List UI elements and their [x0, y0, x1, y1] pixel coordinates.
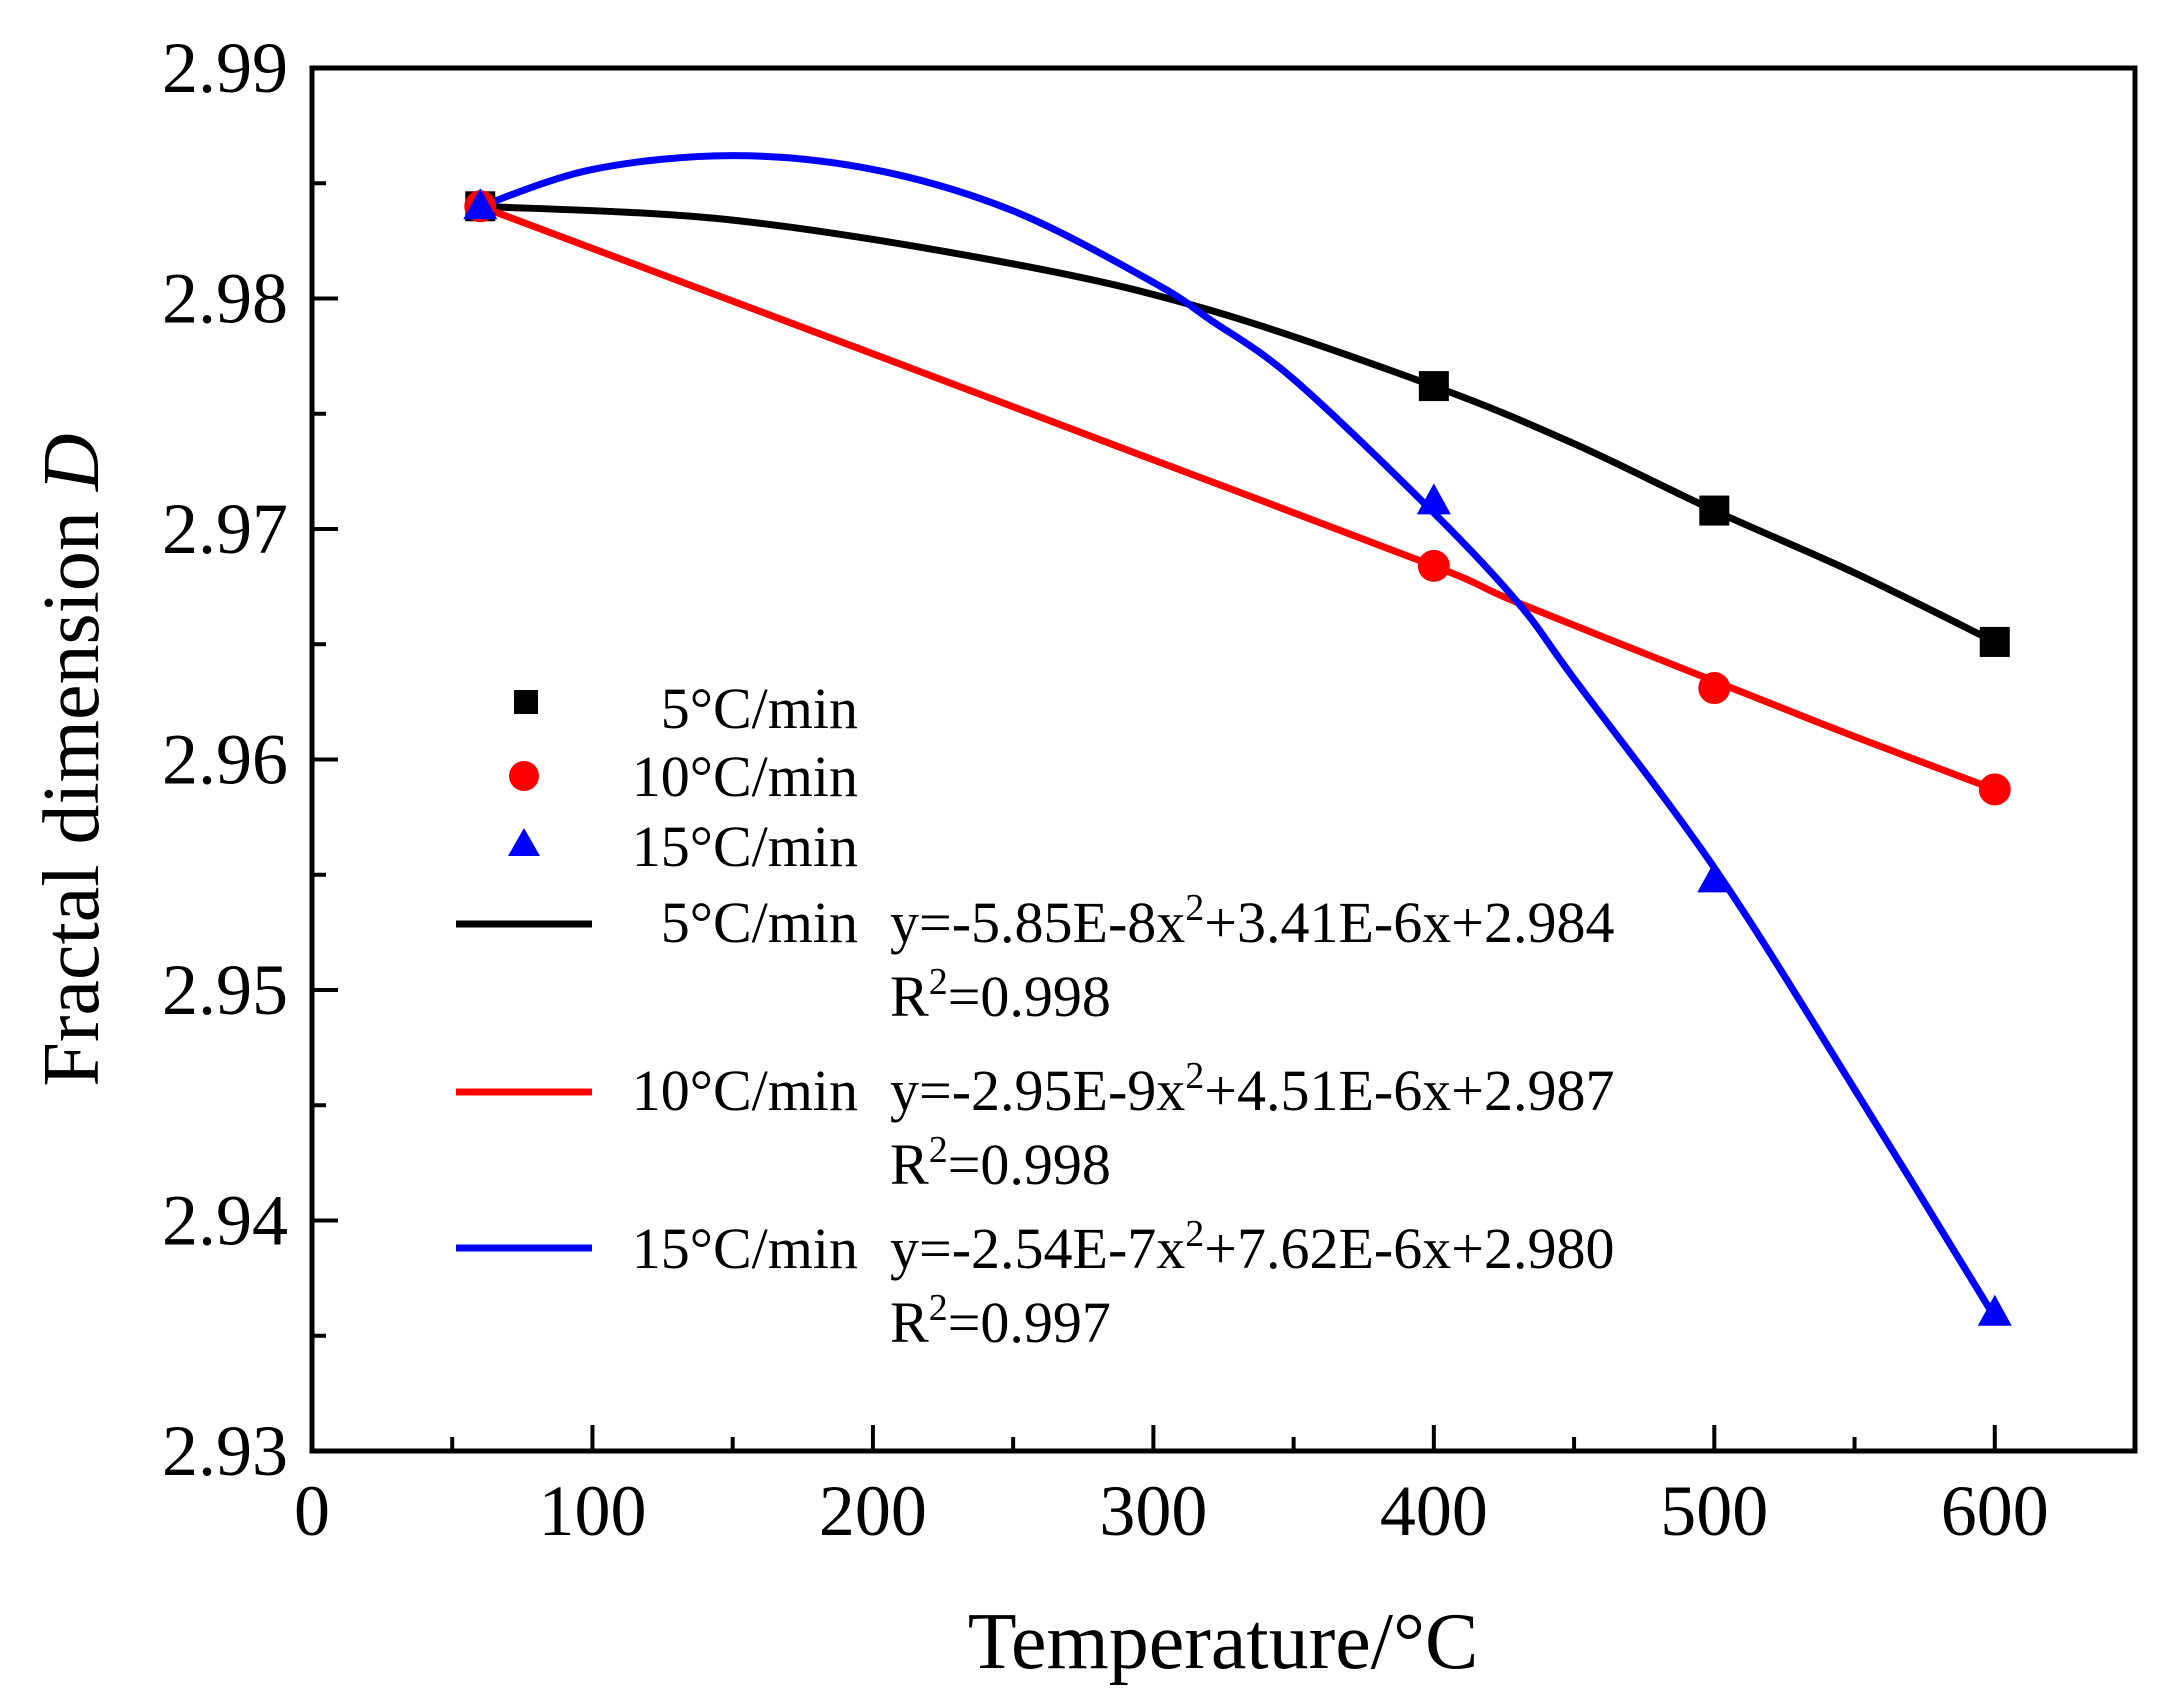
legend-fit-label-15: 15°C/min: [632, 1216, 858, 1281]
plot-frame: [309, 65, 2138, 1454]
data-point-series-2: [463, 188, 498, 220]
legend-label-5: 5°C/min: [661, 676, 858, 741]
y-axis-title: Fractal dimension D: [28, 433, 116, 1086]
legend-marker-15: [508, 828, 540, 856]
data-point-series-0: [1979, 626, 2010, 657]
x-axis-title: Temperature/°C: [968, 1598, 1479, 1686]
x-tick-label: 600: [1941, 1471, 2049, 1551]
data-point-series-0: [1418, 371, 1449, 402]
x-tick-label: 400: [1380, 1471, 1488, 1551]
data-point-series-2: [1697, 861, 1732, 893]
legend-fit-eq-15: y=-2.54E-7x2+7.62E-6x+2.980: [890, 1213, 1614, 1281]
legend-fit-r2-15: R2=0.997: [890, 1287, 1111, 1355]
legend-fit-label-5: 5°C/min: [661, 890, 858, 955]
legend-fit-eq-5: y=-5.85E-8x2+3.41E-6x+2.984: [890, 887, 1614, 955]
x-tick-label: 0: [294, 1471, 330, 1551]
data-point-series-1: [1417, 549, 1450, 582]
legend-marker-10: [509, 761, 539, 791]
x-tick-label: 100: [538, 1471, 646, 1551]
y-axis-title-main: Fractal dimension: [28, 491, 116, 1086]
x-tick-label: 200: [819, 1471, 927, 1551]
y-axis-title-var: D: [28, 433, 116, 492]
legend-fit-r2-5: R2=0.998: [890, 961, 1111, 1029]
data-point-series-2: [1416, 483, 1451, 515]
x-tick-label: 500: [1660, 1471, 1768, 1551]
y-tick-label: 2.98: [162, 259, 288, 339]
fit-line-series-0: [480, 202, 1997, 646]
y-tick-label: 2.94: [162, 1181, 288, 1261]
x-tick-label: 300: [1099, 1471, 1207, 1551]
y-tick-label: 2.97: [162, 489, 288, 569]
y-tick-label: 2.95: [162, 950, 288, 1030]
legend-fit-eq-10: y=-2.95E-9x2+4.51E-6x+2.987: [890, 1055, 1614, 1123]
legend-fit-r2-10: R2=0.998: [890, 1129, 1111, 1197]
fit-line-series-2: [479, 152, 1998, 1320]
legend-label-15: 15°C/min: [632, 814, 858, 879]
data-point-series-0: [1699, 495, 1730, 526]
data-point-series-1: [1698, 672, 1731, 705]
legend-marker-5: [514, 690, 538, 714]
data-markers: [463, 188, 2012, 1326]
data-point-series-1: [1978, 773, 2011, 806]
legend-label-10: 10°C/min: [632, 744, 858, 809]
y-tick-label: 2.96: [162, 720, 288, 800]
legend-fit-label-10: 10°C/min: [632, 1058, 858, 1123]
y-tick-label: 2.93: [162, 1411, 288, 1491]
legend: 5°C/min 10°C/min 15°C/min 5°C/min y=-5.8…: [456, 676, 1614, 1355]
data-point-series-2: [1977, 1294, 2012, 1326]
y-tick-label: 2.99: [162, 28, 288, 108]
tick-labels: 0 100 200 300 400 500 600 2.93 2.94 2.95 2.96 2.97 2…: [162, 28, 2049, 1551]
